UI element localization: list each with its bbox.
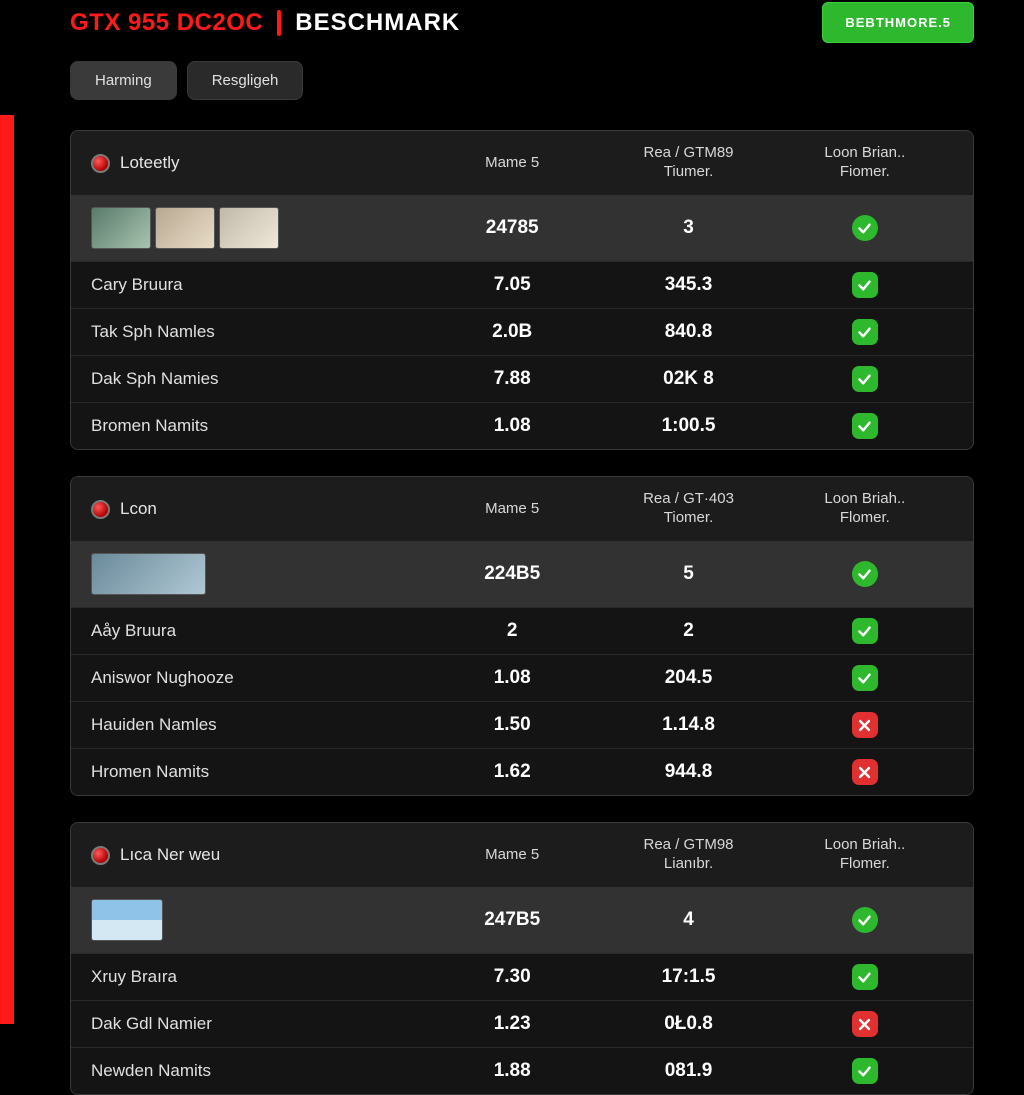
panel-title: Loteetly xyxy=(120,153,180,173)
panel-header: Lıca Ner weu Mame 5Rea / GTM98Lianıbr.Lo… xyxy=(71,823,973,887)
table-row: Aåy Bruura 2 2 xyxy=(71,607,973,654)
table-row: Hromen Namits 1.62 944.8 xyxy=(71,748,973,795)
tabs: Harming Resgligeh xyxy=(70,61,974,100)
cell-value: 1.50 xyxy=(424,714,600,736)
status-fail-icon xyxy=(852,759,878,785)
panel-header: Lcon Mame 5Rea / GT·403Tiomer.Loon Briah… xyxy=(71,477,973,541)
title-divider xyxy=(277,10,281,36)
cell-value: 0Ł0.8 xyxy=(600,1013,776,1035)
title-section: BESCHMARK xyxy=(295,9,460,37)
cell-value: 1.14.8 xyxy=(600,714,776,736)
cell-value: 7.30 xyxy=(424,966,600,988)
column-header: Mame 5 xyxy=(424,846,600,865)
benchmark-panel: Loteetly Mame 5Rea / GTM89Tiumer.Loon Br… xyxy=(70,130,974,450)
cell-value: 2.0B xyxy=(424,321,600,343)
table-row: Hauiden Namles 1.50 1.14.8 xyxy=(71,701,973,748)
status-ok-icon xyxy=(852,561,878,587)
row-name: Hauiden Namles xyxy=(91,715,424,735)
bullet-icon xyxy=(91,154,110,173)
row-name: Tak Sph Namles xyxy=(91,322,424,342)
cell-value: 224B5 xyxy=(424,563,600,585)
table-row: Tak Sph Namles 2.0B 840.8 xyxy=(71,308,973,355)
table-row: Newden Namits 1.88 081.9 xyxy=(71,1047,973,1094)
cell-value: 1.08 xyxy=(424,667,600,689)
row-name: Cary Bruura xyxy=(91,275,424,295)
status-ok-icon xyxy=(852,665,878,691)
status-ok-icon xyxy=(852,272,878,298)
cell-value: 7.05 xyxy=(424,274,600,296)
table-row: Xruy Braıra 7.30 17:1.5 xyxy=(71,953,973,1000)
cell-value: 1.88 xyxy=(424,1060,600,1082)
thumbnails xyxy=(91,553,424,595)
status-fail-icon xyxy=(852,712,878,738)
cell-value: 840.8 xyxy=(600,321,776,343)
status-ok-icon xyxy=(852,907,878,933)
cell-value: 1.23 xyxy=(424,1013,600,1035)
status-ok-icon xyxy=(852,366,878,392)
status-ok-icon xyxy=(852,319,878,345)
column-header: Loon Briah..Flomer. xyxy=(777,836,953,874)
column-header: Mame 5 xyxy=(424,500,600,519)
column-header: Rea / GT·403Tiomer. xyxy=(600,490,776,528)
status-ok-icon xyxy=(852,215,878,241)
column-header: Rea / GTM98Lianıbr. xyxy=(600,836,776,874)
cell-value: 24785 xyxy=(424,217,600,239)
cell-value: 4 xyxy=(600,909,776,931)
panel-header: Loteetly Mame 5Rea / GTM89Tiumer.Loon Br… xyxy=(71,131,973,195)
status-ok-icon xyxy=(852,964,878,990)
cell-value: 02K 8 xyxy=(600,368,776,390)
tab-harming[interactable]: Harming xyxy=(70,61,177,100)
cell-value: 1:00.5 xyxy=(600,415,776,437)
cell-value: 1.08 xyxy=(424,415,600,437)
feature-row: 24785 3 xyxy=(71,195,973,261)
panel-title: Lcon xyxy=(120,499,157,519)
row-name: Aniswor Nughooze xyxy=(91,668,424,688)
table-row: Dak Sph Namies 7.88 02K 8 xyxy=(71,355,973,402)
cell-value: 247B5 xyxy=(424,909,600,931)
cell-value: 345.3 xyxy=(600,274,776,296)
cell-value: 1.62 xyxy=(424,761,600,783)
panel-title: Lıca Ner weu xyxy=(120,845,220,865)
feature-row: 247B5 4 xyxy=(71,887,973,953)
bullet-icon xyxy=(91,846,110,865)
thumbnails xyxy=(91,899,424,941)
cell-value: 081.9 xyxy=(600,1060,776,1082)
cell-value: 204.5 xyxy=(600,667,776,689)
header: GTX 955 DC2OC BESCHMARK BEBTHMORE.5 xyxy=(70,0,974,43)
row-name: Aåy Bruura xyxy=(91,621,424,641)
row-name: Newden Namits xyxy=(91,1061,424,1081)
cell-value: 5 xyxy=(600,563,776,585)
column-header: Mame 5 xyxy=(424,154,600,173)
status-ok-icon xyxy=(852,618,878,644)
status-ok-icon xyxy=(852,413,878,439)
cell-value: 2 xyxy=(424,620,600,642)
bullet-icon xyxy=(91,500,110,519)
status-ok-icon xyxy=(852,1058,878,1084)
table-row: Cary Bruura 7.05 345.3 xyxy=(71,261,973,308)
download-button[interactable]: BEBTHMORE.5 xyxy=(822,2,974,43)
cell-value: 2 xyxy=(600,620,776,642)
cell-value: 7.88 xyxy=(424,368,600,390)
table-row: Bromen Namits 1.08 1:00.5 xyxy=(71,402,973,449)
column-header: Loon Briah..Flomer. xyxy=(777,490,953,528)
benchmark-panel: Lıca Ner weu Mame 5Rea / GTM98Lianıbr.Lo… xyxy=(70,822,974,1095)
status-fail-icon xyxy=(852,1011,878,1037)
tab-resgligeh[interactable]: Resgligeh xyxy=(187,61,304,100)
row-name: Bromen Namits xyxy=(91,416,424,436)
row-name: Dak Gdl Namier xyxy=(91,1014,424,1034)
row-name: Dak Sph Namies xyxy=(91,369,424,389)
feature-row: 224B5 5 xyxy=(71,541,973,607)
title-model: GTX 955 DC2OC xyxy=(70,9,263,37)
thumbnails xyxy=(91,207,424,249)
column-header: Rea / GTM89Tiumer. xyxy=(600,144,776,182)
table-row: Aniswor Nughooze 1.08 204.5 xyxy=(71,654,973,701)
cell-value: 17:1.5 xyxy=(600,966,776,988)
row-name: Xruy Braıra xyxy=(91,967,424,987)
cell-value: 944.8 xyxy=(600,761,776,783)
row-name: Hromen Namits xyxy=(91,762,424,782)
accent-stripe xyxy=(0,115,14,1024)
benchmark-panel: Lcon Mame 5Rea / GT·403Tiomer.Loon Briah… xyxy=(70,476,974,796)
column-header: Loon Brian..Fiomer. xyxy=(777,144,953,182)
cell-value: 3 xyxy=(600,217,776,239)
